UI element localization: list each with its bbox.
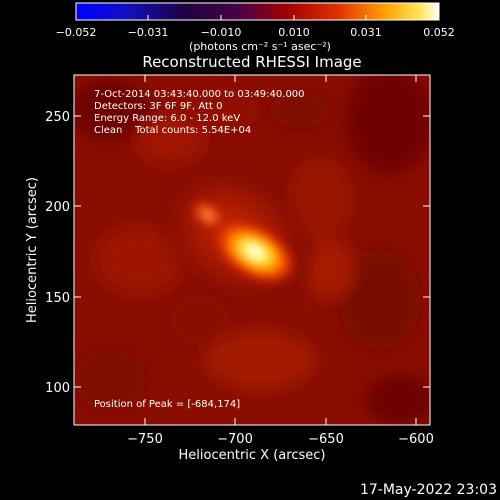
rhessi-image [74,75,430,425]
colorbar-tick-label: −0.010 [201,26,242,39]
y-tick-label: 200 [45,200,70,215]
x-axis: −750 −700 −650 −600 Heliocentric X (arcs… [127,432,434,463]
timestamp: 17-May-2022 23:03 [360,482,497,498]
colorbar-tick-label: 0.052 [423,26,455,39]
y-tick-label: 250 [45,110,70,125]
x-tick-label: −700 [217,432,253,447]
y-axis: 250 200 150 100 Heliocentric Y (arcsec) [25,110,70,396]
colorbar-gradient [75,2,440,21]
colorbar-tick-label: 0.010 [278,26,310,39]
y-tick-label: 150 [45,291,70,306]
energy-range-text: Energy Range: 6.0 - 12.0 keV [94,113,240,124]
method-counts-text: Clean Total counts: 5.54E+04 [94,125,251,136]
colorbar-tick-label: −0.052 [56,26,97,39]
plot-title: Reconstructed RHESSI Image [142,53,361,71]
detectors-text: Detectors: 3F 6F 9F, Att 0 [94,101,222,112]
x-tick-label: −750 [127,432,163,447]
x-tick-label: −650 [308,432,344,447]
colorbar-ticks [75,15,440,20]
colorbar-tick-label: 0.031 [350,26,382,39]
emission-source [151,157,319,313]
peak-position-text: Position of Peak = [-684,174] [94,399,240,410]
y-tick-label: 100 [45,381,70,396]
time-range-text: 7-Oct-2014 03:43:40.000 to 03:49:40.000 [94,89,305,100]
colorbar-units-label: (photons cm⁻² s⁻¹ asec⁻²) [189,40,331,53]
colorbar-tick-label: −0.031 [128,26,169,39]
x-axis-label: Heliocentric X (arcsec) [179,448,326,463]
x-tick-label: −600 [398,432,434,447]
image-info: 7-Oct-2014 03:43:40.000 to 03:49:40.000 … [94,89,305,410]
plot-frame [73,74,431,426]
y-axis-label: Heliocentric Y (arcsec) [25,177,40,323]
colorbar: −0.052 −0.031 −0.010 0.010 0.031 0.052 (… [56,2,455,53]
